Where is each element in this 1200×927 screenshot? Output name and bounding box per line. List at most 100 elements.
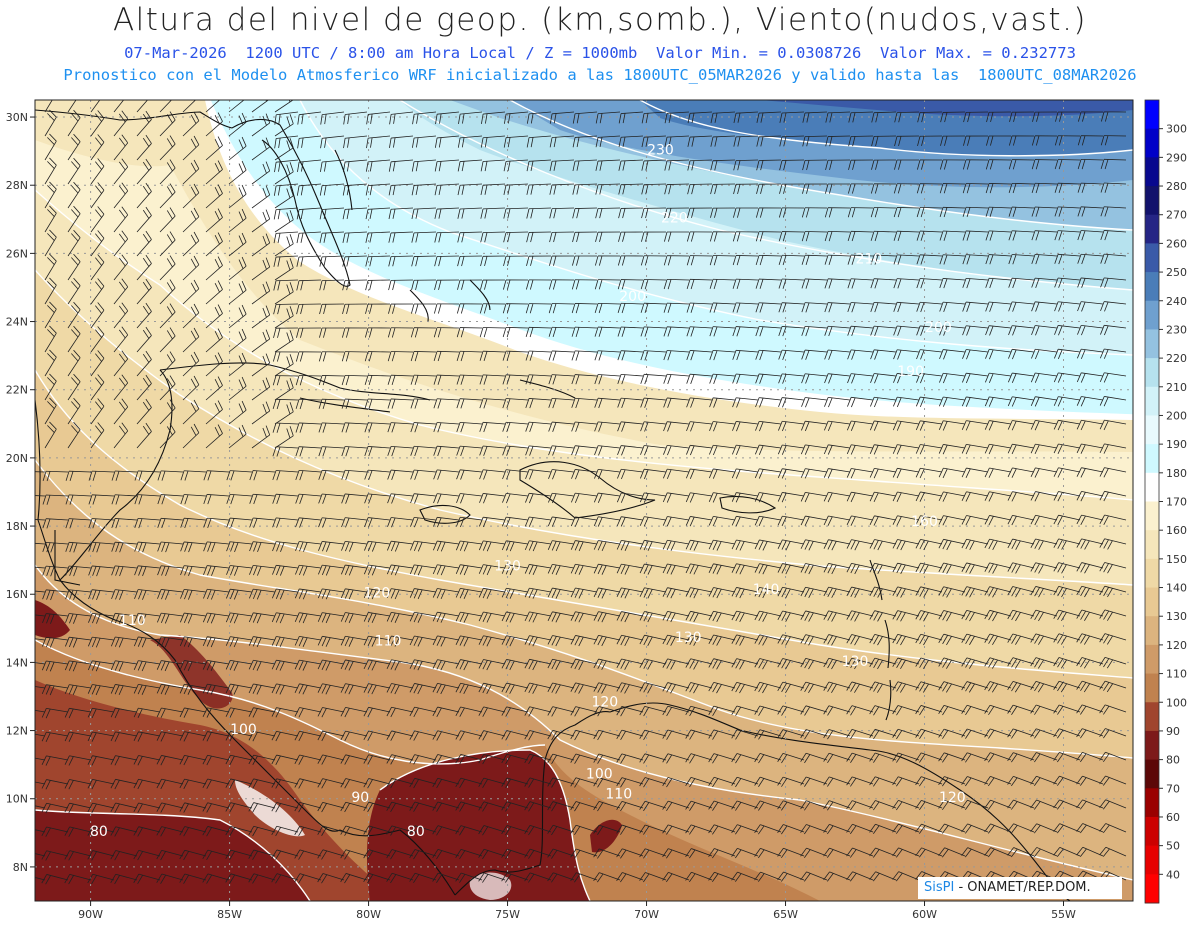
wind-barb: [87, 755, 115, 766]
colorbar-swatch: [1145, 186, 1159, 216]
wind-barb: [1007, 491, 1035, 502]
colorbar-swatch: [1145, 874, 1159, 904]
wind-barb: [823, 563, 851, 575]
wind-barb: [961, 609, 989, 622]
wind-barb: [111, 565, 138, 577]
wind-barb: [136, 302, 152, 329]
wind-barb: [433, 469, 460, 480]
wind-barb: [984, 728, 1012, 739]
wind-barb: [386, 754, 414, 765]
wind-barb: [708, 563, 736, 575]
wind-barb: [639, 516, 667, 527]
wind-barb: [570, 682, 598, 694]
wind-barb: [1100, 324, 1127, 336]
wind-barb: [90, 158, 105, 185]
wind-barb: [938, 799, 966, 811]
wind-barb: [182, 100, 197, 113]
wind-barb: [294, 588, 322, 600]
wind-barb: [1076, 657, 1104, 669]
wind-barb: [961, 467, 989, 478]
wind-barb: [1030, 538, 1058, 550]
wind-barb: [662, 634, 690, 646]
wind-barb: [205, 256, 223, 281]
wind-barb: [456, 493, 483, 504]
wind-barb: [433, 327, 460, 338]
wind-barb: [869, 823, 897, 834]
wind-barb: [640, 326, 667, 337]
wind-barb: [478, 635, 506, 647]
wind-barb: [731, 658, 759, 670]
wind-barb: [501, 658, 529, 671]
wind-barb: [433, 493, 460, 504]
wind-barb: [686, 302, 713, 313]
wind-barb: [501, 635, 529, 647]
wind-barb: [938, 823, 966, 834]
colorbar-swatch: [1145, 272, 1159, 302]
colorbar-label: 80: [1166, 754, 1180, 767]
wind-barb: [777, 610, 805, 622]
wind-barb: [113, 100, 125, 113]
wind-barb: [524, 848, 552, 859]
wind-barb: [593, 516, 621, 527]
wind-barb: [480, 183, 506, 196]
wind-barb: [318, 398, 345, 409]
wind-barb: [961, 586, 989, 598]
wind-barb: [823, 824, 851, 835]
wind-barb: [755, 420, 782, 432]
wind-barb: [939, 372, 966, 384]
wind-barb: [618, 111, 644, 124]
wind-barb: [1031, 206, 1058, 217]
wind-barb: [455, 682, 483, 695]
wind-barb: [456, 374, 483, 385]
wind-barb: [1008, 348, 1035, 360]
wind-barb: [984, 681, 1012, 693]
wind-barb: [1100, 277, 1127, 288]
colorbar-swatch: [1145, 587, 1159, 617]
wind-barb: [961, 728, 989, 739]
wind-barb: [478, 872, 506, 883]
wind-barb: [985, 277, 1012, 289]
wind-barb: [156, 707, 184, 718]
wind-barb: [593, 848, 621, 859]
wind-barb: [915, 728, 943, 739]
wind-barb: [363, 683, 391, 695]
wind-barb: [272, 470, 299, 481]
wind-barb: [478, 659, 506, 671]
wind-barb: [617, 374, 644, 385]
wind-barb: [570, 492, 598, 504]
wind-barb: [35, 471, 46, 473]
wind-barb: [524, 730, 552, 741]
wind-barb: [64, 779, 92, 790]
wind-barb: [754, 824, 782, 835]
wind-barb: [294, 707, 322, 718]
wind-barb: [503, 111, 529, 124]
wind-barb: [985, 254, 1012, 265]
wind-barb: [570, 540, 598, 552]
wind-barb: [364, 469, 391, 481]
wind-barb: [251, 425, 271, 449]
wind-barb: [133, 802, 161, 813]
wind-barb: [478, 753, 506, 765]
wind-barb: [386, 730, 414, 741]
wind-barb: [134, 470, 161, 481]
wind-barb: [179, 754, 207, 766]
wind-barb: [136, 326, 152, 353]
wind-barb: [593, 824, 621, 835]
wind-barb: [251, 100, 270, 113]
wind-barb: [801, 207, 828, 218]
wind-barb: [433, 374, 460, 385]
wind-barb: [915, 823, 943, 834]
wind-barb: [365, 183, 391, 196]
wind-barb: [134, 565, 161, 577]
wind-barb: [203, 565, 230, 576]
colorbar-label: 240: [1166, 295, 1187, 308]
wind-barb: [409, 611, 437, 623]
wind-barb: [503, 159, 529, 172]
wind-barb: [202, 660, 230, 671]
colorbar-swatch: [1145, 530, 1159, 560]
wind-barb: [1007, 823, 1035, 834]
wind-barb: [455, 635, 483, 647]
wind-barb: [571, 303, 598, 314]
wind-barb: [1031, 348, 1058, 360]
wind-barb: [340, 801, 368, 813]
